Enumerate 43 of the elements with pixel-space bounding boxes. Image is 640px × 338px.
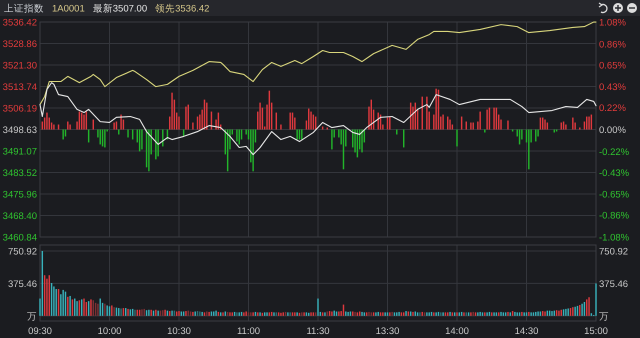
x-tick-label: 15:00 <box>584 326 608 337</box>
y-tick-label: 3536.42 <box>2 18 37 28</box>
chart-title: 上证指数 <box>4 2 44 14</box>
line-series <box>39 82 597 156</box>
y2-tick-label: -0.86% <box>599 210 630 222</box>
y2-tick-label: 375.46 <box>599 278 628 290</box>
x-tick-label: 14:00 <box>445 326 469 337</box>
y-tick-label: 3483.52 <box>2 168 37 179</box>
y-tick-label: 3498.63 <box>2 125 37 136</box>
y-tick-label: 3528.86 <box>2 39 37 50</box>
y2-tick-label: 0.00% <box>599 125 626 136</box>
y2-tick-label: 1.08% <box>599 18 626 28</box>
text: 最新3507.00 <box>92 2 148 14</box>
x-tick-label: 11:30 <box>306 326 330 337</box>
chart-subtitle: 1A0001 <box>52 4 85 14</box>
x-tick-label: 14:30 <box>514 326 538 337</box>
y2-tick-label: 0.65% <box>599 60 626 72</box>
y2-tick-label: -0.43% <box>599 168 630 179</box>
y-tick-label: 3475.96 <box>2 189 37 200</box>
y2-tick-label: 0.22% <box>599 103 626 114</box>
x-tick-label: 10:00 <box>98 326 122 337</box>
y2-tick-label: -1.08% <box>599 232 630 244</box>
y-tick-label: 3468.40 <box>2 210 37 222</box>
y-tick-label: 3506.19 <box>2 103 37 114</box>
y-tick-label: 3521.30 <box>2 60 37 72</box>
x-tick-label: 09:30 <box>28 326 52 337</box>
y-tick-label: 3513.74 <box>2 82 37 94</box>
y2-tick-label: 750.92 <box>599 246 628 258</box>
y-tick-label: 3460.84 <box>2 232 37 244</box>
y2-tick-label: -0.65% <box>599 190 630 201</box>
line-series <box>39 22 597 106</box>
x-tick-label: 11:00 <box>236 326 260 337</box>
x-tick-label: 10:30 <box>167 326 191 337</box>
y-tick-label: 万 <box>27 311 37 322</box>
y-tick-label: 3491.07 <box>2 146 37 158</box>
y2-tick-label: -0.22% <box>599 146 630 158</box>
y2-tick-label: 万 <box>599 311 609 322</box>
y2-tick-label: 0.43% <box>599 82 626 94</box>
y-tick-label: 750.92 <box>8 246 37 258</box>
x-tick-label: 13:30 <box>376 326 400 337</box>
y-tick-label: 375.46 <box>8 278 37 290</box>
y2-tick-label: 0.86% <box>599 39 626 50</box>
text: 领先3536.42 <box>155 2 210 14</box>
